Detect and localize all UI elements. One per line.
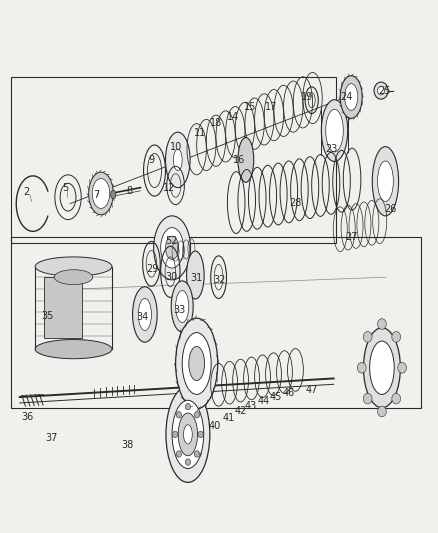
Circle shape (194, 451, 199, 457)
Circle shape (198, 431, 203, 438)
Ellipse shape (377, 161, 392, 201)
Text: 33: 33 (173, 305, 185, 315)
Ellipse shape (165, 236, 178, 260)
Circle shape (357, 362, 365, 373)
Ellipse shape (237, 138, 253, 182)
Ellipse shape (88, 172, 113, 215)
Ellipse shape (132, 287, 157, 342)
Circle shape (377, 319, 385, 329)
Text: 24: 24 (340, 92, 352, 102)
Ellipse shape (54, 270, 92, 285)
Ellipse shape (178, 413, 197, 456)
Circle shape (172, 431, 177, 438)
Ellipse shape (344, 84, 357, 110)
Ellipse shape (92, 179, 110, 208)
Text: 44: 44 (257, 396, 269, 406)
Circle shape (362, 393, 371, 404)
Ellipse shape (188, 346, 204, 381)
Text: 5: 5 (62, 183, 68, 192)
Text: 41: 41 (222, 414, 234, 423)
Text: 10: 10 (169, 142, 181, 151)
Ellipse shape (175, 318, 217, 409)
Text: 47: 47 (305, 385, 317, 395)
Ellipse shape (110, 190, 116, 199)
Text: 46: 46 (282, 389, 294, 398)
Circle shape (185, 403, 190, 410)
Text: 31: 31 (190, 273, 202, 283)
Ellipse shape (321, 100, 347, 161)
Circle shape (176, 411, 181, 418)
Text: 45: 45 (269, 392, 281, 402)
Text: 51: 51 (190, 355, 202, 365)
Ellipse shape (182, 333, 211, 394)
Ellipse shape (171, 281, 193, 332)
Bar (11, 237, 420, 408)
Text: 23: 23 (325, 144, 337, 154)
Circle shape (391, 332, 400, 342)
Text: 25: 25 (377, 86, 389, 95)
Text: 38: 38 (121, 440, 133, 450)
Bar (11, 77, 335, 243)
Ellipse shape (35, 340, 112, 359)
Ellipse shape (165, 132, 190, 188)
Text: 11: 11 (193, 128, 205, 138)
Text: 15: 15 (244, 102, 256, 111)
Ellipse shape (172, 400, 203, 469)
Text: 16: 16 (233, 155, 245, 165)
Text: 37: 37 (46, 433, 58, 443)
Text: 2: 2 (23, 187, 29, 197)
Text: 40: 40 (208, 422, 221, 431)
Ellipse shape (325, 109, 343, 152)
Text: 14: 14 (226, 112, 238, 122)
Text: 36: 36 (21, 412, 33, 422)
Text: 19: 19 (300, 92, 313, 102)
Text: 39: 39 (190, 449, 202, 459)
Circle shape (377, 406, 385, 417)
Circle shape (185, 459, 190, 465)
Text: 28: 28 (288, 198, 300, 207)
Circle shape (397, 362, 406, 373)
Text: 50: 50 (380, 371, 392, 381)
Ellipse shape (175, 290, 188, 322)
Ellipse shape (138, 298, 151, 330)
Ellipse shape (35, 257, 112, 276)
Text: 34: 34 (136, 312, 148, 322)
Text: 29: 29 (146, 264, 159, 274)
Ellipse shape (371, 147, 398, 216)
Text: 27: 27 (344, 232, 357, 242)
Ellipse shape (186, 251, 204, 299)
Circle shape (176, 451, 181, 457)
Text: 35: 35 (41, 311, 53, 320)
Circle shape (373, 82, 387, 99)
Ellipse shape (183, 425, 192, 444)
Text: 18: 18 (209, 118, 222, 127)
Circle shape (194, 411, 199, 418)
Text: 12: 12 (162, 183, 175, 192)
Text: 8: 8 (126, 186, 132, 196)
Text: 17: 17 (265, 102, 277, 111)
Ellipse shape (173, 149, 182, 171)
Ellipse shape (369, 341, 393, 394)
Text: 9: 9 (148, 155, 154, 165)
Text: 52: 52 (165, 236, 177, 246)
Circle shape (362, 332, 371, 342)
Bar (44, 277, 82, 338)
Text: 30: 30 (165, 272, 177, 282)
Text: 43: 43 (244, 401, 257, 411)
Ellipse shape (339, 76, 361, 118)
Text: 7: 7 (93, 190, 99, 199)
Ellipse shape (160, 228, 183, 268)
Text: 42: 42 (234, 407, 246, 416)
Text: 32: 32 (213, 275, 225, 285)
Circle shape (391, 393, 400, 404)
Ellipse shape (166, 386, 209, 482)
Ellipse shape (153, 216, 190, 280)
Ellipse shape (363, 328, 399, 408)
Circle shape (377, 86, 384, 95)
Text: 26: 26 (384, 204, 396, 214)
